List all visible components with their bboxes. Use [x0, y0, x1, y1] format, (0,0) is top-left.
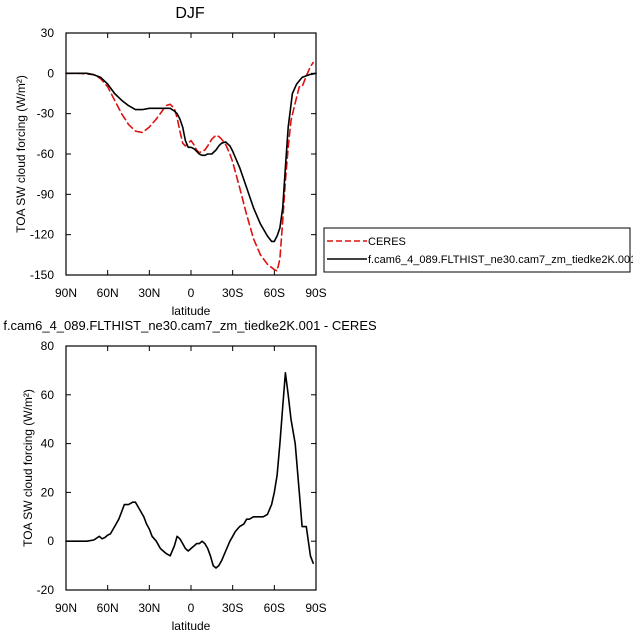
legend-box	[323, 227, 631, 273]
bottom-chart-xlabel: latitude	[172, 619, 211, 633]
top-ytick-label: -60	[37, 147, 55, 161]
top-xtick-label: 60N	[97, 286, 119, 300]
top-xtick-label: 30S	[222, 286, 243, 300]
bottom-xtick-label: 90S	[305, 601, 326, 615]
bottom-ytick-label: 0	[47, 534, 54, 548]
top-chart-xlabel: latitude	[172, 304, 211, 318]
legend: CERES f.cam6_4_089.FLTHIST_ne30.cam7_zm_…	[323, 227, 633, 273]
top-chart-title: DJF	[175, 5, 205, 22]
top-ytick-label: 30	[41, 26, 55, 40]
bottom-chart: f.cam6_4_089.FLTHIST_ne30.cam7_zm_tiedke…	[3, 318, 377, 633]
bottom-chart-title: f.cam6_4_089.FLTHIST_ne30.cam7_zm_tiedke…	[3, 318, 377, 333]
bottom-ytick-label: 60	[41, 388, 55, 402]
bottom-series-line-0	[65, 371, 315, 569]
top-chart-ylabel: TOA SW cloud forcing (W/m²)	[14, 75, 28, 233]
legend-label-model: f.cam6_4_089.FLTHIST_ne30.cam7_zm_tiedke…	[368, 254, 633, 266]
bottom-xtick-label: 30N	[138, 601, 160, 615]
top-ytick-label: -150	[30, 268, 54, 282]
top-series-line-1	[65, 72, 317, 243]
top-chart: DJF 90N 60N 30N 0 30S 60S 90S 30 0 -30 -60 -90 -120 -…	[14, 5, 327, 318]
top-xtick-label: 0	[188, 286, 195, 300]
top-xtick-label: 30N	[138, 286, 160, 300]
top-ytick-label: -90	[37, 187, 55, 201]
bottom-xtick-label: 60S	[264, 601, 285, 615]
bottom-xtick-label: 90N	[55, 601, 77, 615]
top-ytick-label: -120	[30, 228, 54, 242]
top-plot-frame	[65, 32, 317, 276]
top-ytick-label: 0	[47, 66, 54, 80]
bottom-ytick-label: 80	[41, 339, 55, 353]
bottom-xtick-label: 0	[188, 601, 195, 615]
top-ytick-label: -30	[37, 107, 55, 121]
bottom-ytick-label: 20	[41, 485, 55, 499]
bottom-chart-ylabel: TOA SW cloud forcing (W/m²)	[21, 389, 35, 547]
top-xtick-label: 90S	[305, 286, 326, 300]
top-xtick-label: 60S	[264, 286, 285, 300]
legend-label-ceres: CERES	[368, 236, 406, 248]
bottom-ytick-label: 40	[41, 437, 55, 451]
bottom-xtick-label: 30S	[222, 601, 243, 615]
bottom-ytick-label: -20	[37, 583, 55, 597]
top-series-line-0	[65, 61, 315, 272]
bottom-xtick-label: 60N	[97, 601, 119, 615]
top-xtick-label: 90N	[55, 286, 77, 300]
